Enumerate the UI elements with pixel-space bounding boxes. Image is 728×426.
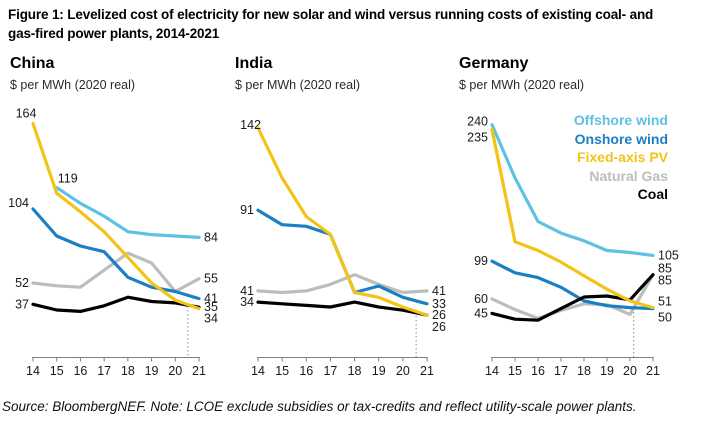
x-tick-label: 18 [121,364,135,378]
line-onshore [490,259,655,311]
value-label-start-pv: 142 [240,118,261,132]
panel-unit-china: $ per MWh (2020 real) [10,78,136,92]
panel-header-germany: Germany $ per MWh (2020 real) [459,55,584,92]
x-tick-label: 15 [50,364,64,378]
line-pv [256,126,429,317]
x-tick-label: 14 [485,364,499,378]
value-label-start-coal: 34 [240,295,254,309]
value-label-end-offshore: 84 [204,230,218,244]
value-label-end-coal: 26 [432,308,446,322]
value-label-end-onshore: 41 [204,292,218,306]
x-tick-label: 20 [623,364,637,378]
x-tick-label: 18 [577,364,591,378]
value-label-end-coal: 85 [658,262,672,276]
x-tick-label: 16 [299,364,313,378]
legend-item-offshore-wind: Offshore wind [573,112,668,128]
value-label-start-offshore: 119 [58,172,78,186]
value-label-end-onshore: 33 [432,297,446,311]
line-offshore [55,186,201,239]
x-tick-label: 19 [145,364,159,378]
value-label-start-gas: 52 [15,276,29,290]
line-gas [31,251,201,294]
legend-item-natural-gas: Natural Gas [589,167,668,184]
value-label-start-pv: 164 [16,107,37,121]
x-tick-label: 15 [508,364,522,378]
value-label-end-coal: 35 [204,300,218,314]
x-tick-label: 19 [600,364,614,378]
value-label-start-gas: 41 [240,284,254,298]
line-onshore [31,207,201,301]
line-offshore [490,123,655,257]
legend-item-fixed-axis-pv: Fixed-axis PV [576,149,668,166]
x-tick-label: 17 [554,364,568,378]
line-pv [31,121,201,311]
value-label-start-coal: 37 [15,297,29,311]
panel-unit-germany: $ per MWh (2020 real) [459,78,585,92]
line-pv [490,127,655,310]
panel-title-india: India [235,55,273,72]
value-label-start-pv: 235 [467,131,488,145]
x-tick-label: 18 [348,364,362,378]
chart-legend: Offshore wind Onshore wind Fixed-axis PV… [450,111,668,204]
x-tick-label: 16 [73,364,87,378]
value-label-end-pv: 34 [204,312,218,326]
line-coal [31,295,201,313]
value-label-start-onshore: 104 [8,196,29,210]
panel-header-india: India $ per MWh (2020 real) [235,55,360,92]
x-tick-label: 21 [192,364,206,378]
x-tick-label: 16 [531,364,545,378]
legend-item-onshore-wind: Onshore wind [574,130,668,147]
x-tick-label: 15 [275,364,289,378]
x-tick-label: 14 [251,364,265,378]
legend-item-coal: Coal [637,186,668,203]
x-tick-label: 20 [396,364,410,378]
value-label-start-coal: 45 [474,306,488,320]
value-label-end-gas: 85 [658,274,672,288]
panel-header-china: China $ per MWh (2020 real) [10,55,135,92]
value-label-start-gas: 60 [474,292,488,306]
x-tick-label: 20 [168,364,182,378]
value-label-start-onshore: 91 [240,203,254,217]
value-label-end-pv: 26 [432,320,446,334]
x-tick-label: 17 [323,364,337,378]
value-label-end-onshore: 50 [658,311,672,325]
value-label-end-pv: 51 [658,295,672,309]
line-gas [490,273,655,320]
x-tick-label: 14 [26,364,40,378]
x-tick-label: 19 [372,364,386,378]
x-tick-label: 21 [420,364,434,378]
panel-title-germany: Germany [459,55,529,72]
x-tick-label: 17 [97,364,111,378]
value-label-start-offshore: 240 [467,115,488,129]
line-onshore [256,208,429,306]
value-label-end-gas: 55 [204,272,218,286]
value-label-end-offshore: 105 [658,248,679,262]
panel-unit-india: $ per MWh (2020 real) [235,78,361,92]
line-coal [256,300,429,317]
source-note: Source: BloombergNEF. Note: LCOE exclude… [2,399,637,414]
panel-title-china: China [10,55,55,72]
figure-title: Figure 1: Levelized cost of electricity … [8,7,654,41]
line-gas [256,273,429,295]
value-label-end-gas: 41 [432,284,446,298]
value-label-start-onshore: 99 [474,254,488,268]
x-tick-label: 21 [646,364,660,378]
